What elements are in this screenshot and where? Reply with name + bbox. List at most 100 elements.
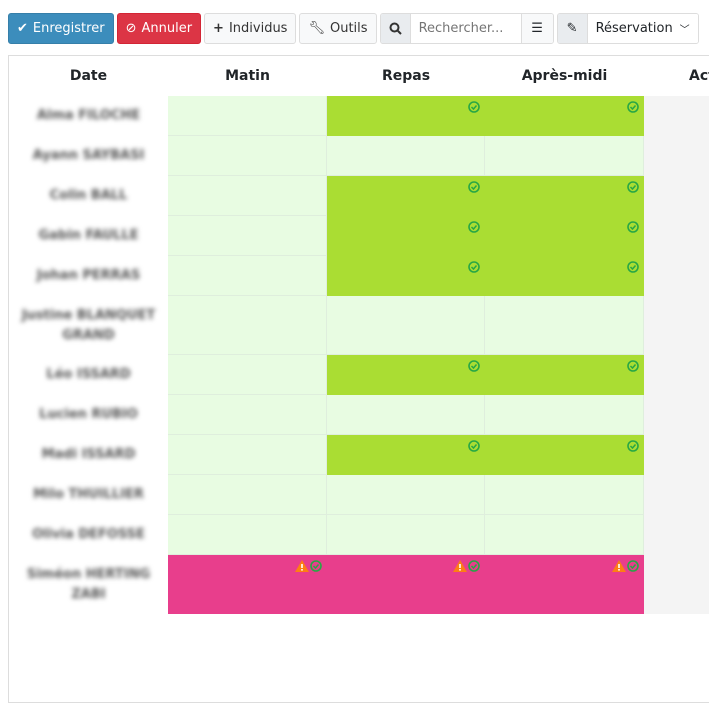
check-circle-icon	[468, 101, 480, 113]
slot-actions	[644, 96, 709, 136]
slot-apres-midi[interactable]	[485, 136, 644, 176]
slot-actions	[644, 395, 709, 435]
slot-apres-midi[interactable]	[485, 555, 644, 614]
tools-button[interactable]: 🔧︎ Outils	[299, 13, 377, 44]
slot-apres-midi[interactable]	[485, 296, 644, 355]
column-header: Date	[69, 68, 108, 84]
slot-repas[interactable]	[327, 555, 485, 614]
planning-table	[8, 55, 709, 703]
row-name: Siméon HERTING ZABI	[26, 566, 151, 602]
row-name: Colin BALL	[49, 188, 128, 203]
slot-matin[interactable]	[168, 395, 327, 435]
slot-repas[interactable]	[327, 256, 485, 296]
slot-apres-midi[interactable]	[485, 176, 644, 216]
slot-actions	[644, 475, 709, 515]
slot-repas[interactable]	[327, 515, 485, 555]
slot-apres-midi[interactable]	[485, 355, 644, 395]
check-circle-icon	[468, 560, 480, 572]
slot-repas[interactable]	[327, 216, 485, 256]
check-circle-icon	[627, 360, 639, 372]
save-button[interactable]: ✔ Enregistrer	[8, 13, 114, 44]
slot-repas[interactable]	[327, 475, 485, 515]
slot-apres-midi[interactable]	[485, 515, 644, 555]
search-input[interactable]	[410, 14, 521, 43]
row-name: Alma FILOCHE	[36, 108, 141, 123]
slot-matin[interactable]	[168, 555, 327, 614]
slot-actions	[644, 256, 709, 296]
warning-icon	[295, 560, 309, 572]
check-circle-icon	[310, 560, 322, 572]
check-circle-icon	[468, 360, 480, 372]
column-header: Après-midi	[521, 68, 608, 84]
slot-actions	[644, 176, 709, 216]
search-icon	[380, 14, 411, 43]
slot-repas[interactable]	[327, 176, 485, 216]
ban-icon: ⊘	[125, 21, 137, 36]
slot-repas[interactable]	[327, 435, 485, 475]
slot-actions	[644, 355, 709, 395]
row-name: Olivia DEFOSSE	[32, 527, 145, 542]
check-circle-icon	[627, 261, 639, 273]
column-header: Matin	[225, 68, 270, 84]
slot-apres-midi[interactable]	[485, 435, 644, 475]
slot-actions	[644, 216, 709, 256]
row-name: Justine BLANQUET GRAND	[21, 307, 156, 343]
slot-matin[interactable]	[168, 256, 327, 296]
row-name: Lucien RUBIO	[39, 407, 138, 422]
check-icon: ✔	[17, 21, 28, 36]
slot-repas[interactable]	[327, 136, 485, 176]
check-circle-icon	[468, 221, 480, 233]
row-name: Madi ISSARD	[41, 447, 136, 462]
warning-icon	[453, 560, 467, 572]
slot-matin[interactable]	[168, 515, 327, 555]
slot-repas[interactable]	[327, 395, 485, 435]
slot-matin[interactable]	[168, 296, 327, 355]
mode-group: ✎ Réservation ﹀	[556, 13, 699, 44]
slot-apres-midi[interactable]	[485, 256, 644, 296]
slot-apres-midi[interactable]	[485, 475, 644, 515]
slot-matin[interactable]	[168, 435, 327, 475]
slot-matin[interactable]	[168, 355, 327, 395]
mode-select[interactable]: Réservation ﹀	[587, 14, 698, 43]
wrench-icon: 🔧︎	[308, 21, 325, 36]
bars-icon: ☰	[531, 21, 543, 36]
search-group: ☰	[379, 13, 554, 44]
check-circle-icon	[627, 440, 639, 452]
check-circle-icon	[468, 440, 480, 452]
row-name: Léo ISSARD	[46, 367, 131, 382]
pencil-icon: ✎	[557, 14, 588, 43]
slot-matin[interactable]	[168, 136, 327, 176]
slot-apres-midi[interactable]	[485, 96, 644, 136]
check-circle-icon	[468, 181, 480, 193]
toolbar: ✔ Enregistrer ⊘ Annuler + Individus 🔧︎ Outil…	[8, 13, 699, 44]
slot-apres-midi[interactable]	[485, 395, 644, 435]
check-circle-icon	[627, 181, 639, 193]
slot-actions	[644, 435, 709, 475]
row-name: Johan PERRAS	[36, 268, 141, 283]
slot-matin[interactable]	[168, 475, 327, 515]
slot-actions	[644, 296, 709, 355]
slot-repas[interactable]	[327, 296, 485, 355]
slot-matin[interactable]	[168, 96, 327, 136]
warning-icon	[612, 560, 626, 572]
slot-matin[interactable]	[168, 176, 327, 216]
check-circle-icon	[627, 221, 639, 233]
add-individuals-button[interactable]: + Individus	[204, 13, 297, 44]
menu-button[interactable]: ☰	[520, 14, 553, 43]
slot-actions	[644, 136, 709, 176]
check-circle-icon	[627, 101, 639, 113]
slot-matin[interactable]	[168, 216, 327, 256]
check-circle-icon	[627, 560, 639, 572]
slot-repas[interactable]	[327, 96, 485, 136]
slot-actions	[644, 555, 709, 614]
column-header: Act	[689, 68, 709, 84]
slot-actions	[644, 515, 709, 555]
row-name: Gabin FAULLE	[38, 228, 139, 243]
plus-icon: +	[213, 21, 224, 36]
cancel-button[interactable]: ⊘ Annuler	[116, 13, 202, 44]
row-name: Ayann SAYBASI	[32, 148, 145, 163]
slot-repas[interactable]	[327, 355, 485, 395]
chevron-down-icon: ﹀	[679, 25, 690, 36]
column-header: Repas	[381, 68, 431, 84]
slot-apres-midi[interactable]	[485, 216, 644, 256]
